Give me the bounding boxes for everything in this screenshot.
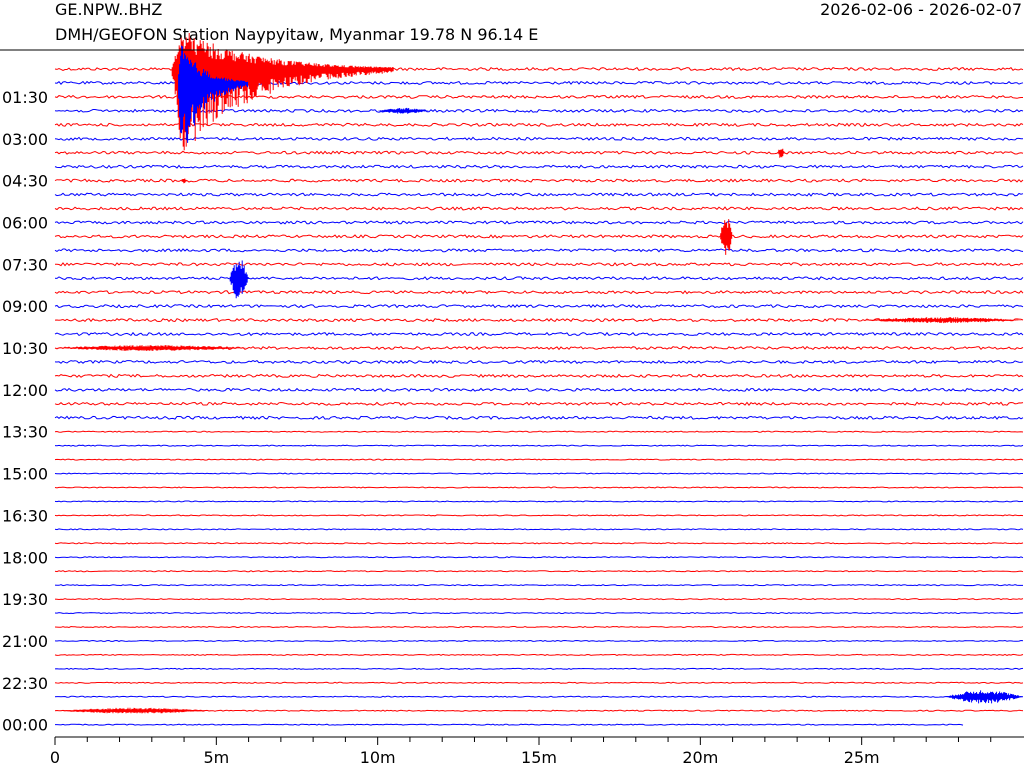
seismic-trace — [54, 514, 1024, 517]
seismic-trace — [54, 220, 1024, 225]
date-range: 2026-02-06 - 2026-02-07 — [820, 0, 1022, 19]
seismic-trace — [54, 304, 1024, 309]
x-tick-label: 20m — [682, 748, 718, 767]
station-description: DMH/GEOFON Station Naypyitaw, Myanmar 19… — [55, 25, 539, 44]
seismic-trace — [54, 192, 1024, 197]
y-tick-label: 03:00 — [2, 130, 48, 149]
seismic-trace — [54, 317, 1024, 323]
seismic-event — [229, 260, 249, 299]
seismic-trace — [54, 262, 1024, 267]
seismic-trace — [54, 598, 1024, 601]
seismic-trace — [54, 500, 1024, 503]
station-code: GE.NPW..BHZ — [55, 0, 163, 19]
seismic-trace — [54, 373, 1024, 378]
seismic-trace — [54, 653, 1024, 656]
y-tick-label: 21:00 — [2, 632, 48, 651]
seismic-event — [863, 317, 1023, 324]
seismic-trace — [54, 528, 1024, 531]
seismic-event — [56, 345, 247, 351]
x-tick-label: 0 — [50, 748, 60, 767]
seismic-trace — [55, 723, 964, 726]
seismic-event — [720, 219, 733, 255]
seismic-trace — [54, 695, 1024, 698]
seismic-trace — [54, 542, 1024, 545]
seismic-trace — [54, 359, 1024, 365]
seismic-trace — [54, 472, 1023, 475]
seismic-trace — [54, 444, 1024, 447]
seismic-event — [378, 107, 430, 114]
seismic-event — [55, 707, 216, 714]
seismic-trace — [54, 667, 1024, 670]
seismic-trace — [54, 164, 1024, 169]
y-tick-label: 12:00 — [2, 381, 48, 400]
y-tick-label: 19:30 — [2, 590, 48, 609]
seismic-trace — [54, 486, 1024, 489]
seismic-trace — [54, 122, 1024, 128]
x-tick-label: 10m — [360, 748, 396, 767]
seismic-trace — [54, 612, 1024, 615]
x-axis: 0 5m 10m 15m 20m 25m — [50, 736, 1024, 767]
seismic-event — [181, 178, 188, 184]
y-axis: 01:30 03:00 04:30 06:00 07:30 09:00 10:30 12:00… — [2, 88, 48, 735]
seismic-event — [946, 690, 1024, 704]
seismic-trace — [54, 387, 1024, 392]
y-tick-label: 06:00 — [2, 213, 48, 232]
seismic-trace — [54, 709, 1024, 712]
y-tick-label: 15:00 — [2, 465, 48, 484]
seismic-trace — [54, 681, 1024, 684]
seismic-trace — [54, 430, 1024, 433]
y-tick-label: 16:30 — [2, 506, 48, 525]
y-tick-label: 10:30 — [2, 339, 48, 358]
seismic-trace — [54, 206, 1024, 211]
seismic-trace — [54, 276, 1024, 281]
y-tick-label: 01:30 — [2, 88, 48, 107]
seismic-event — [778, 148, 785, 158]
seismic-trace — [54, 458, 1024, 461]
event-group — [55, 33, 1024, 714]
x-tick-label: 5m — [203, 748, 229, 767]
y-tick-label: 04:30 — [2, 172, 48, 191]
x-tick-label: 15m — [521, 748, 557, 767]
seismic-trace — [54, 401, 1024, 407]
seismic-trace — [54, 584, 1023, 587]
y-tick-label: 07:30 — [2, 255, 48, 274]
y-tick-label: 13:30 — [2, 423, 48, 442]
y-tick-label: 09:00 — [2, 297, 48, 316]
seismic-trace — [54, 150, 1024, 155]
seismic-trace — [54, 570, 1024, 573]
seismic-trace — [54, 331, 1024, 337]
seismic-trace — [54, 556, 1024, 559]
x-tick-label: 25m — [844, 748, 880, 767]
seismic-trace — [54, 136, 1024, 141]
seismic-trace — [54, 178, 1024, 183]
y-tick-label: 22:30 — [2, 674, 48, 693]
y-tick-label: 18:00 — [2, 548, 48, 567]
seismic-event — [178, 45, 249, 143]
seismic-trace — [54, 415, 1024, 420]
seismic-trace — [54, 234, 1024, 239]
seismic-trace — [54, 625, 1024, 629]
seismic-trace — [54, 290, 1024, 295]
seismic-trace — [54, 639, 1024, 642]
seismic-trace — [54, 248, 1024, 253]
trace-group — [54, 66, 1024, 726]
y-tick-label: 00:00 — [2, 716, 48, 735]
